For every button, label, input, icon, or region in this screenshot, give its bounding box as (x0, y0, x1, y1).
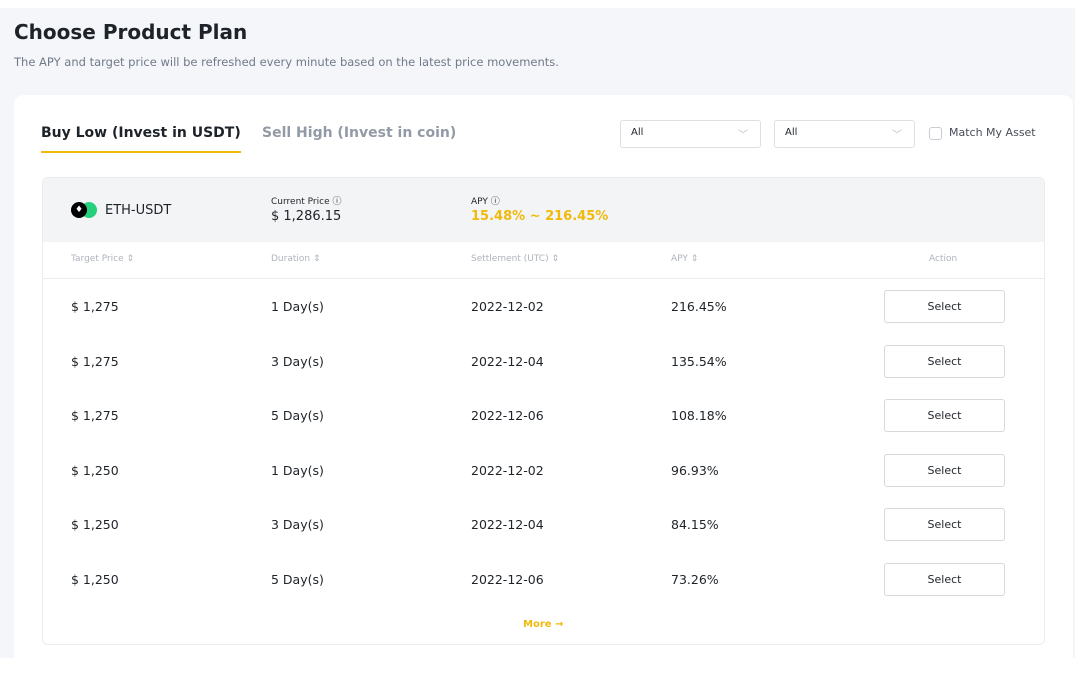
header-action: Action (929, 254, 958, 264)
table-header: Target Price ⇕ Duration ⇕ Settlement (UT… (43, 242, 1044, 279)
duration: 1 Day(s) (271, 299, 324, 314)
settlement: 2022-12-02 (471, 462, 544, 478)
select-button[interactable]: Select (884, 562, 1005, 596)
table-row: $ 1,275 5 Day(s) 2022-12-06 108.18% Sele… (43, 388, 1044, 443)
settlement: 2022-12-04 (471, 517, 544, 533)
page-subtitle: The APY and target price will be refresh… (14, 55, 559, 69)
current-price: $ 1,286.15 (271, 209, 342, 224)
match-asset-label[interactable]: Match My Asset (949, 126, 1036, 139)
pair: ♦ ETH-USDT (71, 202, 171, 218)
table-row: $ 1,275 3 Day(s) 2022-12-04 135.54% Sele… (43, 334, 1044, 389)
target-price: $ 1,250 (71, 462, 119, 478)
more-link[interactable]: More → (523, 619, 564, 630)
chevron-down-icon: ﹀ (892, 130, 902, 141)
product-summary: ♦ ETH-USDT Current Price ⓘ $ 1,286.15 APY… (43, 178, 1044, 242)
select-button[interactable]: Select (884, 399, 1005, 433)
select-value: All (785, 127, 798, 138)
select-button[interactable]: Select (884, 290, 1005, 323)
apy: 108.18% (671, 408, 727, 424)
header-duration[interactable]: Duration ⇕ (271, 254, 321, 264)
eth-usdt-icon: ♦ (71, 202, 99, 218)
page-title: Choose Product Plan (14, 20, 248, 44)
settlement: 2022-12-04 (471, 353, 544, 369)
apy: 73.26% (671, 571, 719, 587)
table-row: $ 1,250 3 Day(s) 2022-12-04 84.15% Selec… (43, 497, 1044, 552)
select-button[interactable]: Select (884, 344, 1005, 378)
table-row: $ 1,250 5 Day(s) 2022-12-06 73.26% Selec… (43, 552, 1044, 607)
duration: 3 Day(s) (271, 353, 324, 369)
help-icon: ⓘ (332, 197, 342, 207)
header-apy[interactable]: APY ⇕ (671, 254, 699, 264)
header-target-price[interactable]: Target Price ⇕ (71, 254, 135, 264)
select-button[interactable]: Select (884, 508, 1005, 542)
plan-card: Buy Low (Invest in USDT) Sell High (Inve… (14, 95, 1073, 675)
settlement: 2022-12-02 (471, 299, 544, 314)
apy: 96.93% (671, 462, 719, 478)
tab-buy-low[interactable]: Buy Low (Invest in USDT) (41, 125, 241, 153)
apy: 84.15% (671, 517, 719, 533)
chevron-down-icon: ﹀ (738, 130, 748, 141)
page: Choose Product Plan The APY and target p… (0, 8, 1075, 675)
table-row: $ 1,250 1 Day(s) 2022-12-02 96.93% Selec… (43, 443, 1044, 498)
select-button[interactable]: Select (884, 453, 1005, 487)
header-settlement[interactable]: Settlement (UTC) ⇕ (471, 254, 560, 264)
target-price: $ 1,250 (71, 517, 119, 533)
settlement: 2022-12-06 (471, 408, 544, 424)
duration: 5 Day(s) (271, 408, 324, 424)
duration: 5 Day(s) (271, 571, 324, 587)
apy-label: APY ⓘ (471, 197, 500, 207)
pair-label: ETH-USDT (105, 202, 172, 218)
current-price-label: Current Price ⓘ (271, 197, 342, 207)
select-value: All (631, 127, 644, 138)
tab-sell-high[interactable]: Sell High (Invest in coin) (262, 125, 457, 141)
apy: 135.54% (671, 353, 727, 369)
apy-range: 15.48% ~ 216.45% (471, 209, 609, 224)
help-icon: ⓘ (490, 197, 500, 207)
apy: 216.45% (671, 299, 727, 314)
duration: 3 Day(s) (271, 517, 324, 533)
table-row: $ 1,275 1 Day(s) 2022-12-02 216.45% Sele… (43, 279, 1044, 334)
match-asset-checkbox[interactable] (929, 127, 942, 140)
product-table: ♦ ETH-USDT Current Price ⓘ $ 1,286.15 APY… (42, 177, 1045, 645)
target-price: $ 1,275 (71, 408, 119, 424)
target-price: $ 1,250 (71, 571, 119, 587)
duration: 1 Day(s) (271, 462, 324, 478)
target-price: $ 1,275 (71, 299, 119, 314)
filter-select-2[interactable]: All ﹀ (774, 120, 915, 148)
settlement: 2022-12-06 (471, 571, 544, 587)
filter-select-1[interactable]: All ﹀ (620, 120, 761, 148)
target-price: $ 1,275 (71, 353, 119, 369)
